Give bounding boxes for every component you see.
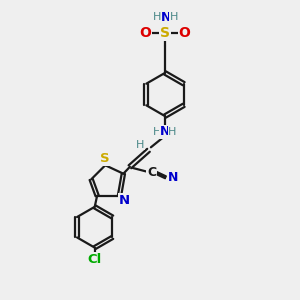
Text: N: N: [160, 125, 170, 138]
Text: H: H: [170, 12, 178, 22]
Text: N: N: [118, 194, 130, 207]
Text: N: N: [161, 11, 172, 24]
Text: H: H: [153, 127, 162, 137]
Text: N: N: [168, 171, 178, 184]
Text: C: C: [147, 166, 156, 179]
Text: H: H: [136, 140, 144, 150]
Text: O: O: [140, 26, 152, 40]
Text: S: S: [100, 152, 110, 165]
Text: H: H: [168, 127, 177, 137]
Text: H: H: [153, 12, 162, 22]
Text: O: O: [178, 26, 190, 40]
Text: S: S: [160, 26, 170, 40]
Text: Cl: Cl: [88, 253, 102, 266]
